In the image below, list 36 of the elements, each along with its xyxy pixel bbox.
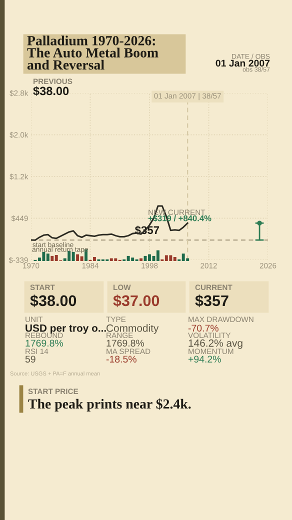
- text: Commodity: [106, 324, 159, 334]
- text: 146.2% avg: [188, 339, 242, 349]
- text: -18.5%: [106, 356, 136, 363]
- bar: [80, 256, 84, 261]
- chart-title: Palladium 1970-2026: The Auto Metal Boom and Reversal: [27, 36, 158, 70]
- bar: [54, 255, 58, 261]
- annotation: $38.00: [33, 86, 69, 96]
- bar: [140, 258, 143, 261]
- bar: [156, 250, 160, 261]
- text: $38.00: [30, 294, 76, 308]
- text: The peak prints near $2.4k.: [28, 398, 191, 412]
- text: $357: [195, 294, 228, 308]
- bar: [42, 252, 46, 261]
- text: 1769.8%: [106, 340, 144, 347]
- bar: [46, 254, 50, 261]
- bar: [110, 258, 113, 261]
- text: $37.00: [113, 294, 160, 308]
- bar: [114, 258, 118, 261]
- text: +94.2%: [188, 356, 221, 363]
- text: 1769.8%: [26, 340, 64, 347]
- bar: [169, 255, 172, 261]
- bar: [164, 255, 168, 261]
- bar: [76, 254, 80, 261]
- bar: [126, 256, 130, 261]
- bar: [173, 257, 176, 261]
- bar: [131, 258, 134, 261]
- bar: [50, 256, 54, 261]
- bar: [148, 254, 151, 261]
- bar: [72, 252, 75, 261]
- bar: [93, 257, 96, 261]
- text: -70.7%: [188, 324, 218, 332]
- text: 59: [25, 356, 36, 363]
- bar: [68, 250, 71, 261]
- bar: [182, 254, 185, 261]
- text: 01 Jan 2007: [216, 60, 270, 67]
- text: USD per troy o...: [26, 324, 106, 334]
